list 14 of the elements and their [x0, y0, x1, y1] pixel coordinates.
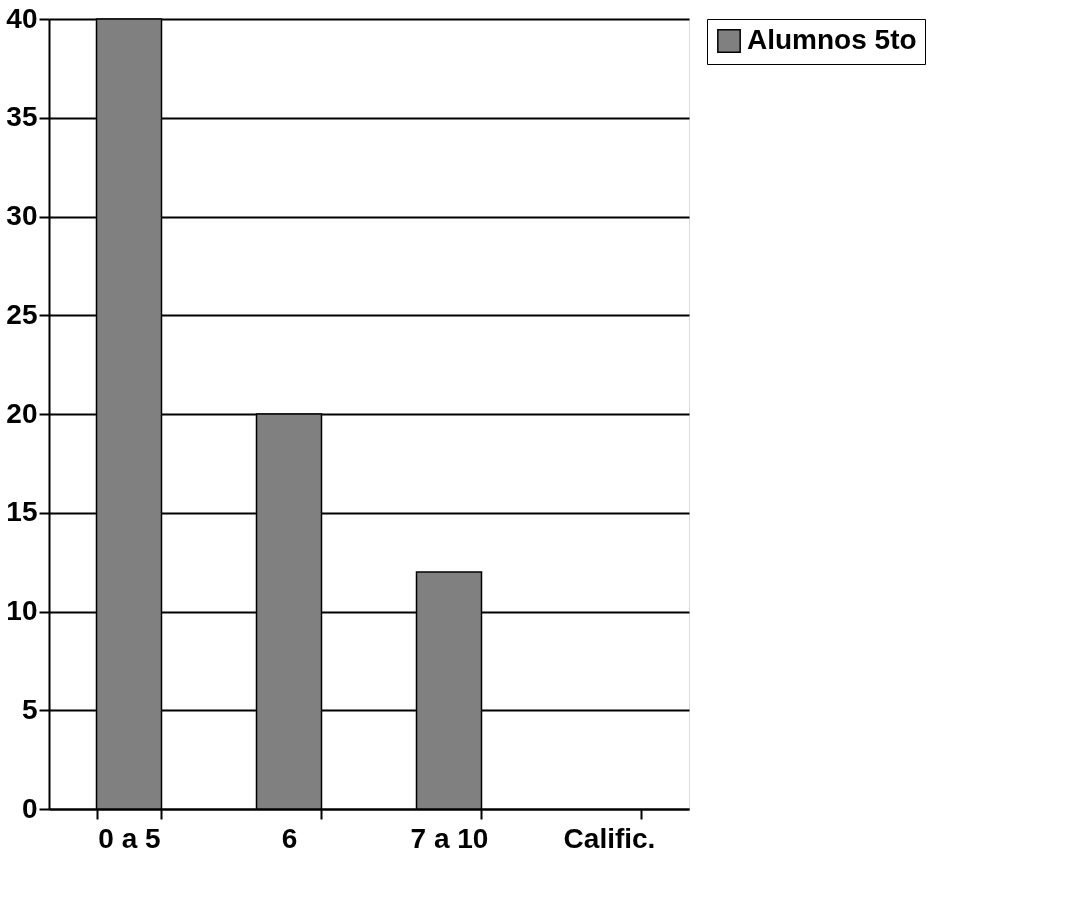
- y-tick-label: 25: [6, 298, 38, 330]
- x-tick-label: 6: [281, 822, 298, 854]
- x-tick-label: 7 a 10: [410, 822, 489, 854]
- y-tick-label: 0: [21, 792, 38, 824]
- y-tick-label: 10: [6, 595, 38, 626]
- y-tick-label: 15: [6, 496, 38, 528]
- y-tick-label: 30: [6, 200, 38, 231]
- y-tick-label: 20: [6, 397, 38, 429]
- y-tick-label: 5: [21, 693, 38, 725]
- y-tick-label: 40: [6, 2, 38, 34]
- x-tick-label: 0 a 5: [98, 822, 161, 854]
- y-tick-label: 35: [6, 101, 38, 133]
- legend-label: Alumnos 5to: [747, 24, 917, 55]
- x-tick-label: Calific.: [563, 822, 656, 854]
